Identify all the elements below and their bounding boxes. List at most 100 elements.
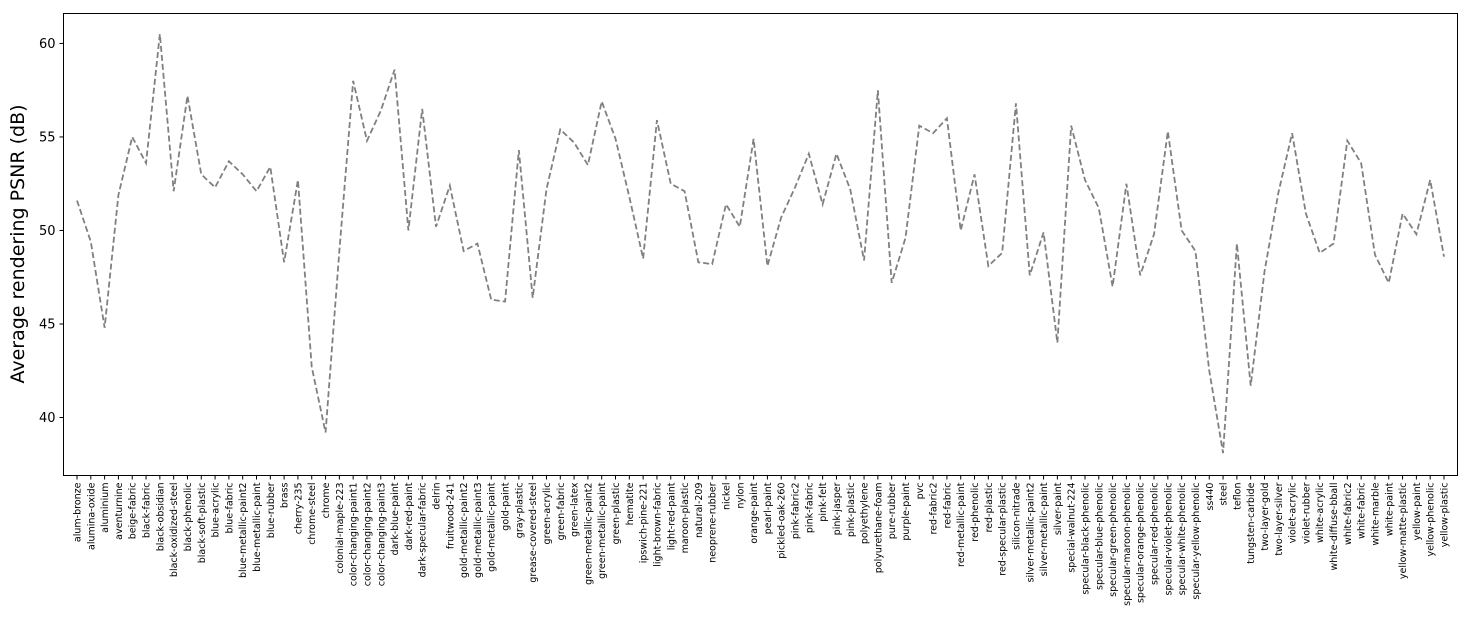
x-tick-label: violet-acrylic <box>1288 482 1299 543</box>
x-tick-label: beige-fabric <box>128 482 139 539</box>
x-tick-label: blue-metallic-paint <box>252 482 263 572</box>
x-tick-label: pink-felt <box>818 482 829 521</box>
x-tick-label: ipswich-pine-221 <box>639 482 650 563</box>
x-tick-label: two-layer-silver <box>1274 482 1285 555</box>
x-axis: alum-bronze alumina-oxide aluminium aventur… <box>73 475 1451 606</box>
plot-frame <box>63 13 1458 476</box>
x-tick-label: silicon-nitrade <box>1011 482 1022 549</box>
x-tick-label: pink-jasper <box>832 482 843 535</box>
x-tick-label: red-fabric2 <box>929 482 940 534</box>
x-tick-label: gold-metallic-paint3 <box>473 482 484 577</box>
x-tick-label: gray-plastic <box>514 483 525 539</box>
x-tick-label: specular-blue-phenolic <box>1094 483 1105 590</box>
x-tick-label: white-diffuse-bball <box>1329 483 1340 571</box>
x-tick-label: red-plastic <box>984 482 995 532</box>
x-tick-label: red-metallic-paint <box>956 482 967 567</box>
x-tick-label: color-changing-paint2 <box>362 483 373 587</box>
x-tick-label: yellow-plastic <box>1440 483 1451 548</box>
x-tick-label: nickel <box>721 483 732 511</box>
x-tick-label: black-fabric <box>142 482 153 538</box>
x-tick-label: dark-blue-paint <box>390 482 401 555</box>
x-tick-label: polyethylene <box>860 482 871 544</box>
x-tick-label: natural-209 <box>694 482 705 538</box>
x-tick-label: green-metallic-paint <box>597 482 608 579</box>
x-tick-label: pickled-oak-260 <box>777 482 788 558</box>
x-tick-label: blue-acrylic <box>211 482 222 537</box>
x-tick-label: silver-metallic-paint2 <box>1025 483 1036 583</box>
x-tick-label: white-marble <box>1370 482 1381 545</box>
x-tick-label: specular-yellow-phenolic <box>1191 482 1202 599</box>
x-tick-label: specular-green-phenolic <box>1108 483 1119 597</box>
x-tick-label: red-specular-plastic <box>998 482 1009 575</box>
x-tick-label: white-fabric <box>1357 482 1368 538</box>
y-tick-label: 45 <box>39 317 56 332</box>
x-tick-label: pink-fabric <box>804 483 815 534</box>
x-tick-label: special-walnut-224 <box>1067 482 1078 572</box>
x-tick-label: tungsten-carbide <box>1246 482 1257 563</box>
x-tick-label: black-obsidian <box>155 483 166 552</box>
x-tick-label: violet-rubber <box>1301 482 1312 544</box>
plot-area <box>76 33 1445 454</box>
x-tick-label: light-brown-fabric <box>652 483 663 567</box>
x-tick-label: blue-metallic-paint2 <box>238 483 249 578</box>
x-tick-label: light-red-paint <box>666 482 677 550</box>
x-tick-label: steel <box>1219 482 1230 505</box>
series-line <box>76 33 1445 454</box>
x-tick-label: specular-orange-phenolic <box>1136 482 1147 603</box>
x-tick-label: chrome-steel <box>307 483 318 545</box>
x-tick-label: grease-covered-steel <box>528 483 539 583</box>
x-tick-label: green-acrylic <box>542 482 553 544</box>
x-tick-label: pvc <box>915 482 926 499</box>
x-tick-label: specular-violet-phenolic <box>1163 483 1174 596</box>
x-tick-label: green-metallic-paint2 <box>583 483 594 585</box>
x-tick-label: gold-metallic-paint2 <box>459 483 470 578</box>
x-tick-label: fruitwood-241 <box>445 483 456 550</box>
x-tick-label: red-fabric <box>942 483 953 529</box>
y-axis: 40 45 50 55 60 <box>39 37 64 426</box>
x-tick-label: white-paint <box>1384 482 1395 536</box>
x-tick-label: delrin <box>432 482 443 509</box>
x-tick-label: brass <box>280 482 291 508</box>
x-tick-label: black-phenolic <box>183 482 194 551</box>
x-tick-label: orange-paint <box>749 482 760 543</box>
x-tick-label: alumina-oxide <box>86 482 97 550</box>
x-tick-label: silver-paint <box>1053 482 1064 535</box>
x-tick-label: purple-paint <box>901 482 912 540</box>
x-tick-label: polyurethane-foam <box>873 483 884 574</box>
x-tick-label: black-oxidized-steel <box>169 483 180 578</box>
x-tick-label: blue-rubber <box>266 482 277 538</box>
y-tick-label: 55 <box>39 130 56 145</box>
x-tick-label: pearl-paint <box>763 482 774 534</box>
y-tick-label: 40 <box>39 411 56 426</box>
x-tick-label: hematite <box>625 482 636 525</box>
x-tick-label: yellow-phenolic <box>1426 482 1437 556</box>
x-tick-label: specular-red-phenolic <box>1150 482 1161 585</box>
x-tick-label: cherry-235 <box>293 483 304 535</box>
x-tick-label: pure-rubber <box>887 482 898 539</box>
x-tick-label: aventurnine <box>114 482 125 539</box>
x-tick-label: colonial-maple-223 <box>335 482 346 573</box>
x-tick-label: color-changing-paint1 <box>349 482 360 586</box>
x-tick-label: teflon <box>1232 483 1243 510</box>
x-tick-label: nylon <box>735 483 746 509</box>
x-tick-label: specular-maroon-phenolic <box>1122 482 1133 605</box>
x-tick-label: chrome <box>321 482 332 518</box>
x-tick-label: red-phenolic <box>970 483 981 542</box>
y-axis-label: Average rendering PSNR (dB) <box>7 104 29 383</box>
x-tick-label: gold-metallic-paint <box>487 482 498 572</box>
x-tick-label: white-acrylic <box>1315 483 1326 544</box>
x-tick-label: silver-metallic-paint <box>1039 482 1050 576</box>
x-tick-label: neoprene-rubber <box>708 482 719 562</box>
x-tick-label: green-latex <box>570 482 581 537</box>
x-tick-label: white-fabric2 <box>1343 482 1354 544</box>
x-tick-label: yellow-paint <box>1412 482 1423 540</box>
x-tick-label: color-changing-paint3 <box>376 483 387 587</box>
x-tick-label: aluminium <box>100 483 111 533</box>
x-tick-label: ss440 <box>1205 482 1216 510</box>
x-tick-label: pink-fabric2 <box>791 482 802 539</box>
x-tick-label: dark-specular-fabric <box>418 482 429 577</box>
y-tick-label: 50 <box>39 224 56 239</box>
x-tick-label: specular-white-phenolic <box>1177 483 1188 596</box>
